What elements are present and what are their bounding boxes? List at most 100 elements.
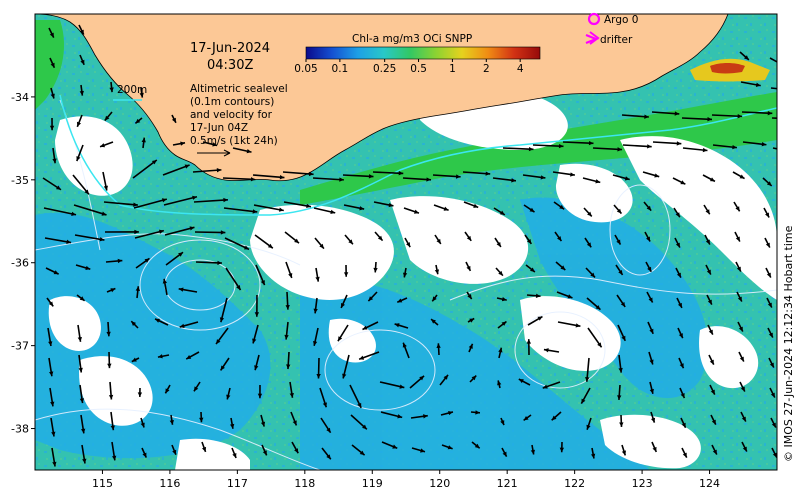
x-tick-label: 119 bbox=[362, 477, 383, 490]
velocity-arrow-head bbox=[540, 175, 546, 180]
velocity-arrow-head bbox=[179, 323, 185, 328]
x-tick-label: 116 bbox=[159, 477, 180, 490]
velocity-arrow-head bbox=[292, 420, 297, 426]
velocity-arrow-head bbox=[362, 424, 367, 430]
velocity-arrow-head bbox=[165, 388, 170, 394]
velocity-arrow-head bbox=[286, 364, 291, 370]
velocity-arrow-head bbox=[322, 402, 327, 408]
velocity-arrow-head bbox=[262, 450, 267, 456]
velocity-arrow-head bbox=[53, 270, 59, 275]
velocity-arrow-head bbox=[377, 235, 383, 241]
velocity-arrow-head bbox=[767, 110, 773, 116]
velocity-arrow-head bbox=[551, 415, 557, 421]
velocity-arrow-head bbox=[260, 280, 265, 286]
velocity-arrow-head bbox=[48, 341, 53, 346]
velocity-arrow-head bbox=[443, 206, 449, 211]
velocity-arrow-head bbox=[137, 392, 143, 397]
colorbar-tick-label: 2 bbox=[483, 63, 490, 75]
velocity-arrow-head bbox=[769, 362, 774, 368]
velocity-arrow-head bbox=[48, 301, 54, 307]
velocity-arrow-head bbox=[201, 446, 207, 452]
velocity-arrow-shaft bbox=[312, 177, 344, 181]
velocity-arrow-head bbox=[737, 296, 742, 302]
velocity-arrow-head bbox=[617, 147, 623, 152]
velocity-arrow-head bbox=[529, 207, 535, 213]
velocity-arrow-head bbox=[110, 288, 116, 293]
colorbar-tick-label: 0.1 bbox=[332, 63, 349, 75]
velocity-arrow-head bbox=[117, 258, 123, 264]
velocity-arrow-head bbox=[765, 212, 770, 218]
velocity-arrow-head bbox=[649, 359, 654, 365]
velocity-arrows bbox=[42, 24, 796, 467]
velocity-arrow-head bbox=[528, 146, 534, 152]
velocity-arrow-head bbox=[402, 342, 407, 348]
shelf-chlorophyll-band bbox=[300, 92, 777, 205]
velocity-arrow-shaft bbox=[741, 111, 773, 115]
velocity-arrow-head bbox=[518, 379, 524, 384]
x-tick-label: 124 bbox=[699, 477, 720, 490]
velocity-arrow-head bbox=[402, 272, 408, 278]
velocity-arrow-head bbox=[79, 29, 84, 35]
velocity-arrow-head bbox=[621, 450, 626, 456]
drifter-marker-icon bbox=[585, 33, 599, 45]
velocity-arrow-shaft bbox=[223, 207, 258, 213]
velocity-arrow-head bbox=[392, 444, 398, 449]
velocity-arrow-head bbox=[618, 270, 623, 275]
velocity-arrow-head bbox=[399, 384, 405, 389]
velocity-arrow-head bbox=[436, 343, 441, 348]
velocity-arrow-head bbox=[223, 197, 228, 203]
velocity-arrow-head bbox=[359, 206, 365, 211]
velocity-arrow-shaft bbox=[164, 226, 195, 236]
velocity-arrow-head bbox=[294, 238, 300, 244]
velocity-arrow-shaft bbox=[681, 117, 713, 121]
x-tick-label: 123 bbox=[632, 477, 653, 490]
velocity-arrow-head bbox=[220, 365, 225, 371]
velocity-arrow-head bbox=[708, 329, 713, 335]
velocity-arrow-head bbox=[397, 414, 403, 419]
velocity-arrow-shaft bbox=[222, 177, 256, 181]
velocity-arrow-head bbox=[339, 177, 344, 182]
velocity-arrow-head bbox=[139, 92, 144, 98]
velocity-arrow-shaft bbox=[192, 169, 222, 173]
velocity-arrow-head bbox=[100, 143, 106, 148]
velocity-arrow-head bbox=[220, 230, 226, 235]
velocity-arrow-head bbox=[559, 447, 565, 453]
velocity-arrow-head bbox=[368, 296, 374, 302]
velocity-arrow-head bbox=[530, 449, 536, 455]
velocity-arrow-head bbox=[680, 393, 685, 399]
colorbar-tick-label: 0.05 bbox=[294, 63, 317, 75]
velocity-arrow-head bbox=[499, 210, 505, 215]
y-tick-label: -36 bbox=[11, 257, 29, 270]
velocity-arrow-head bbox=[82, 458, 87, 464]
x-tick-label: 117 bbox=[227, 477, 248, 490]
velocity-arrow-head bbox=[426, 177, 431, 182]
velocity-arrow-head bbox=[260, 421, 266, 427]
land-mass bbox=[35, 14, 729, 182]
velocity-arrow-head bbox=[419, 375, 425, 381]
velocity-arrow-head bbox=[712, 449, 717, 455]
velocity-arrow-head bbox=[575, 323, 581, 328]
velocity-arrow-head bbox=[144, 258, 150, 263]
velocity-arrow-head bbox=[142, 452, 147, 458]
velocity-arrow-head bbox=[101, 211, 107, 216]
velocity-arrow-head bbox=[284, 334, 289, 340]
velocity-arrow-head bbox=[755, 82, 761, 87]
colorbar-tick-label: 0.25 bbox=[373, 63, 396, 75]
velocity-arrow-head bbox=[131, 357, 137, 362]
velocity-arrow-head bbox=[106, 331, 111, 337]
velocity-arrow-head bbox=[312, 340, 318, 346]
velocity-arrow-head bbox=[50, 401, 55, 407]
velocity-arrow-head bbox=[431, 319, 436, 324]
velocity-arrow-head bbox=[736, 266, 741, 272]
velocity-arrow-head bbox=[707, 117, 712, 122]
velocity-arrow-head bbox=[791, 88, 796, 92]
velocity-arrow-head bbox=[109, 87, 114, 93]
velocity-arrow-head bbox=[618, 367, 623, 373]
velocity-arrow-shaft bbox=[163, 195, 198, 206]
velocity-arrow-head bbox=[526, 238, 532, 244]
velocity-arrow-shaft bbox=[282, 171, 314, 176]
velocity-arrow-head bbox=[706, 269, 711, 275]
velocity-arrow-head bbox=[306, 203, 311, 209]
velocity-arrow-head bbox=[50, 93, 55, 99]
velocity-arrow-head bbox=[56, 185, 61, 190]
